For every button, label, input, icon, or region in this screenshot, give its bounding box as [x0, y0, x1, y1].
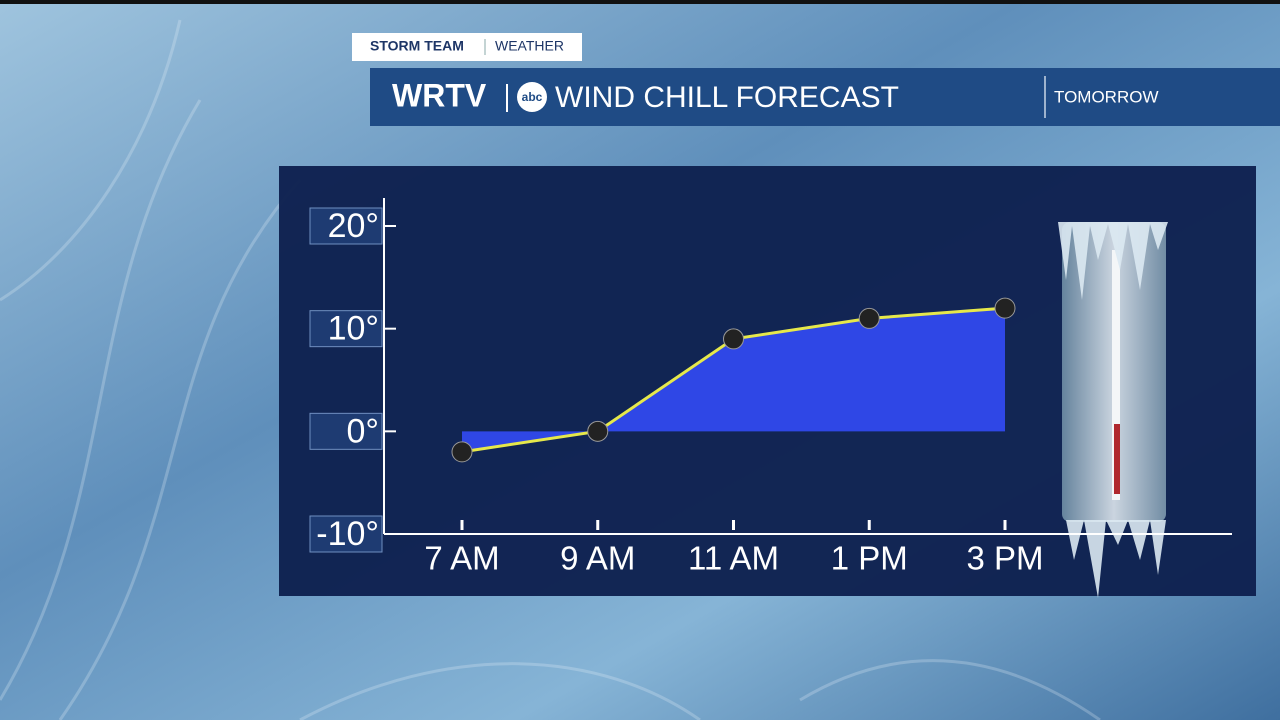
- thermometer-mercury: [1114, 424, 1120, 494]
- marker: [858, 307, 880, 329]
- network-logo: [517, 82, 547, 112]
- chart-title: WIND CHILL FORECAST: [555, 81, 899, 114]
- x-tick-label: 11 AM: [688, 540, 779, 577]
- top-bar: [0, 0, 1280, 4]
- x-tick-label: 3 PM: [966, 540, 1043, 577]
- marker: [723, 328, 744, 350]
- x-tick-label: 1 PM: [831, 540, 908, 577]
- tag-box: [352, 33, 582, 61]
- frost-pattern: [0, 19, 1101, 722]
- icicles: [1058, 222, 1168, 300]
- section: WEATHER: [495, 38, 564, 54]
- y-tick-box: [309, 412, 383, 450]
- period: TOMORROW: [1054, 87, 1159, 106]
- y-tick-box: [309, 207, 383, 245]
- network: abc: [522, 90, 543, 104]
- marker: [451, 441, 473, 463]
- area: [462, 308, 1005, 452]
- marker: [587, 420, 609, 442]
- station: WRTV: [392, 77, 487, 113]
- y-tick-label: 10°: [328, 310, 379, 348]
- y-tick-box: [309, 515, 383, 553]
- thermometer-tube: [1112, 250, 1120, 500]
- y-tick-box: [309, 310, 383, 348]
- y-tick-label: 20°: [328, 207, 379, 245]
- y-tick-label: -10°: [316, 515, 379, 553]
- marker: [994, 297, 1016, 319]
- x-tick-label: 7 AM: [424, 540, 499, 577]
- thermometer: [1058, 222, 1168, 598]
- x-tick-label: 9 AM: [560, 540, 635, 577]
- icicles: [1066, 520, 1166, 598]
- tag: STORM TEAM: [370, 38, 464, 54]
- y-tick-label: 0°: [346, 412, 379, 450]
